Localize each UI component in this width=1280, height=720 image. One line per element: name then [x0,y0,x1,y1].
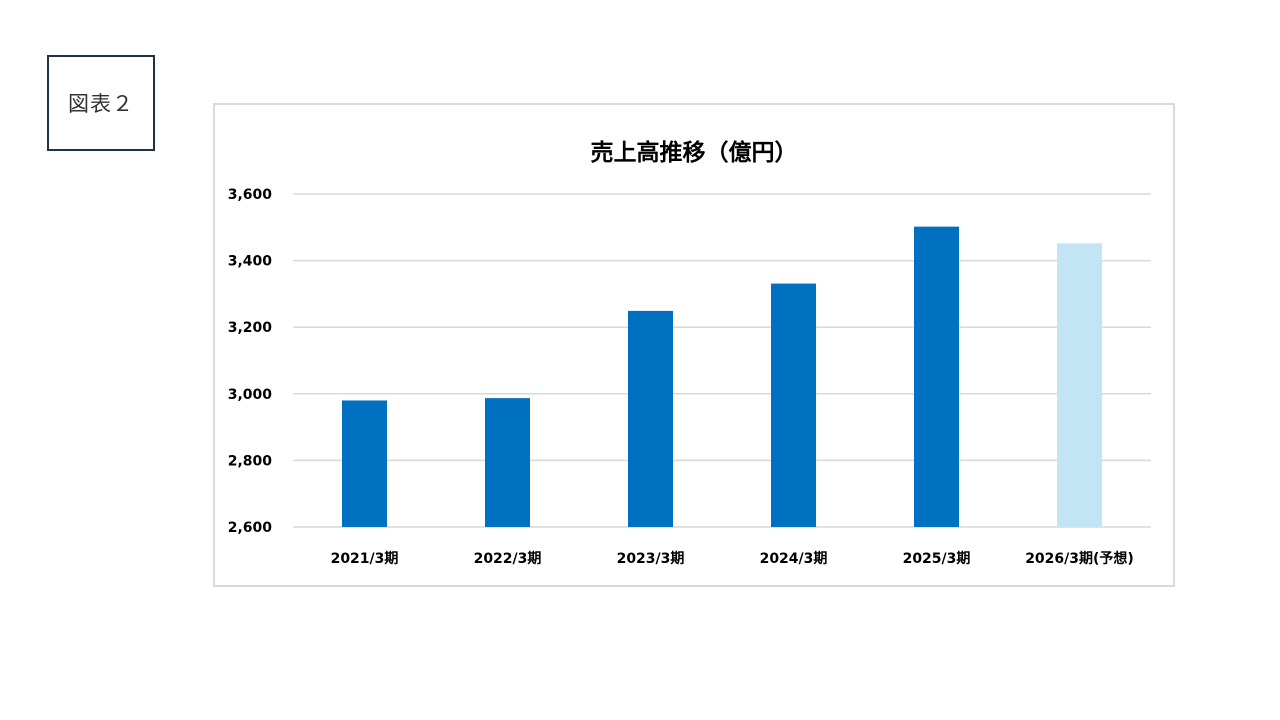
figure-label: 図表２ [47,55,155,151]
y-axis-ticks: 2,600 2,800 3,000 3,200 3,400 3,600 [228,187,273,536]
x-tick-label: 2025/3期 [903,551,971,567]
bar [1057,243,1102,527]
x-tick-label: 2021/3期 [331,551,399,567]
bar [628,310,673,527]
y-tick-label: 3,000 [228,387,273,403]
x-tick-label: 2023/3期 [617,551,685,567]
y-tick-label: 2,800 [228,453,273,469]
gridlines [293,193,1151,528]
bar [485,398,530,527]
y-tick-label: 3,600 [228,187,273,203]
chart-container: 売上高推移（億円） 2,600 2,800 3,000 3,200 3,400 3,600… [213,103,1175,587]
bar [771,283,816,527]
x-axis-ticks: 2021/3期 2022/3期 2023/3期 2024/3期 2025/3期 2026/… [331,550,1134,567]
x-tick-label: 2022/3期 [474,551,542,567]
bar [914,226,959,527]
x-tick-label: 2024/3期 [760,551,828,567]
bar [342,400,387,527]
bars [342,226,1102,527]
y-tick-label: 3,200 [228,320,273,336]
x-tick-label: 2026/3期(予想) [1025,550,1134,567]
chart-title: 売上高推移（億円） [590,140,798,166]
y-tick-label: 2,600 [228,520,273,536]
y-tick-label: 3,400 [228,254,273,270]
